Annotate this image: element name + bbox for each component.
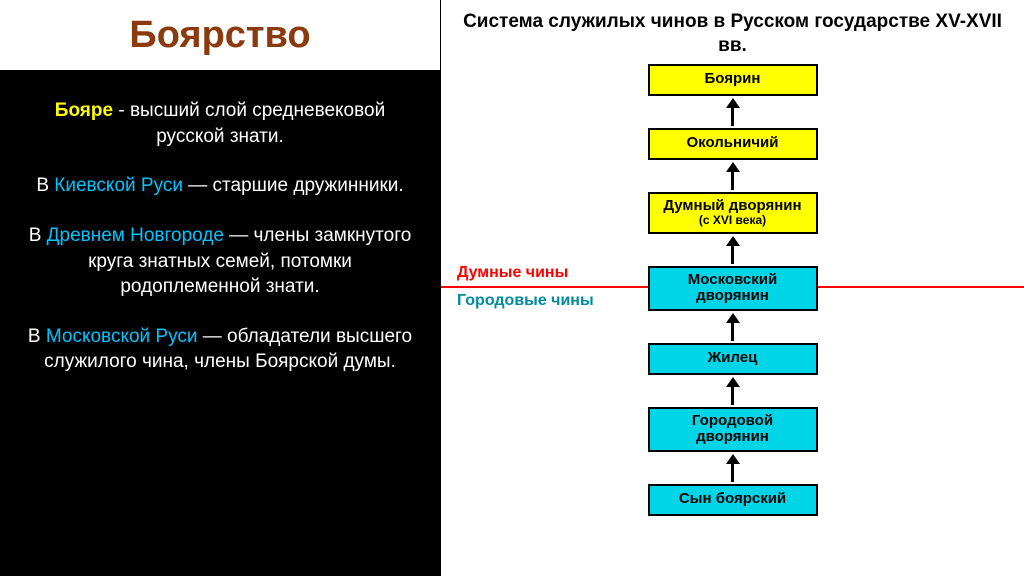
rank-box: Жилец	[648, 343, 818, 375]
rank-box: Городовойдворянин	[648, 407, 818, 452]
arrow-up-icon	[726, 162, 740, 190]
term: Бояре	[55, 100, 113, 121]
definition-body: Бояре - высший слой средневековой русско…	[0, 70, 440, 576]
region-novgorod: Древнем Новгороде	[47, 225, 224, 246]
rank-column: Боярин Окольничий Думный дворянин(с XVI ве…	[648, 64, 818, 516]
definition-paragraph: Бояре - высший слой средневековой русско…	[22, 98, 418, 149]
rank-box: Боярин	[648, 64, 818, 96]
rank-sublabel: (с XVI века)	[699, 214, 766, 227]
context-novgorod: В Древнем Новгороде — члены замкнутого к…	[22, 223, 418, 300]
rank-label: Городовойдворянин	[692, 413, 773, 446]
definition-text: - высший слой средневековой русской знат…	[113, 100, 385, 147]
rank-diagram: Думные чины Городовые чины Боярин Окольни…	[441, 64, 1024, 576]
rank-box: Московскийдворянин	[648, 266, 818, 311]
label-duma: Думные чины	[457, 264, 568, 282]
ctx-prefix: В	[28, 326, 46, 347]
region-kiev: Киевской Руси	[54, 175, 183, 196]
left-panel: Боярство Бояре - высший слой средневеков…	[0, 0, 440, 576]
rank-label: Окольничий	[687, 135, 779, 152]
ctx-prefix: В	[29, 225, 47, 246]
rank-box: Сын боярский	[648, 484, 818, 516]
ctx-rest: — старшие дружинники.	[183, 175, 404, 196]
rank-label: Сын боярский	[679, 491, 786, 508]
rank-label: Боярин	[705, 71, 761, 88]
rank-label: Думный дворянин	[663, 198, 801, 215]
rank-label: Московскийдворянин	[688, 272, 777, 305]
main-title: Боярство	[129, 14, 310, 57]
arrow-up-icon	[726, 377, 740, 405]
context-moscow: В Московской Руси — обладатели высшего с…	[22, 324, 418, 375]
label-city: Городовые чины	[457, 292, 594, 310]
ctx-prefix: В	[36, 175, 54, 196]
right-panel: Система служилых чинов в Русском государ…	[440, 0, 1024, 576]
arrow-up-icon	[726, 313, 740, 341]
diagram-title: Система служилых чинов в Русском государ…	[441, 0, 1024, 64]
arrow-up-icon	[726, 98, 740, 126]
arrow-up-icon	[726, 454, 740, 482]
title-bar: Боярство	[0, 0, 440, 70]
context-kiev: В Киевской Руси — старшие дружинники.	[22, 173, 418, 199]
rank-label: Жилец	[708, 350, 758, 367]
arrow-up-icon	[726, 236, 740, 264]
region-moscow: Московской Руси	[46, 326, 198, 347]
rank-box: Думный дворянин(с XVI века)	[648, 192, 818, 234]
rank-box: Окольничий	[648, 128, 818, 160]
